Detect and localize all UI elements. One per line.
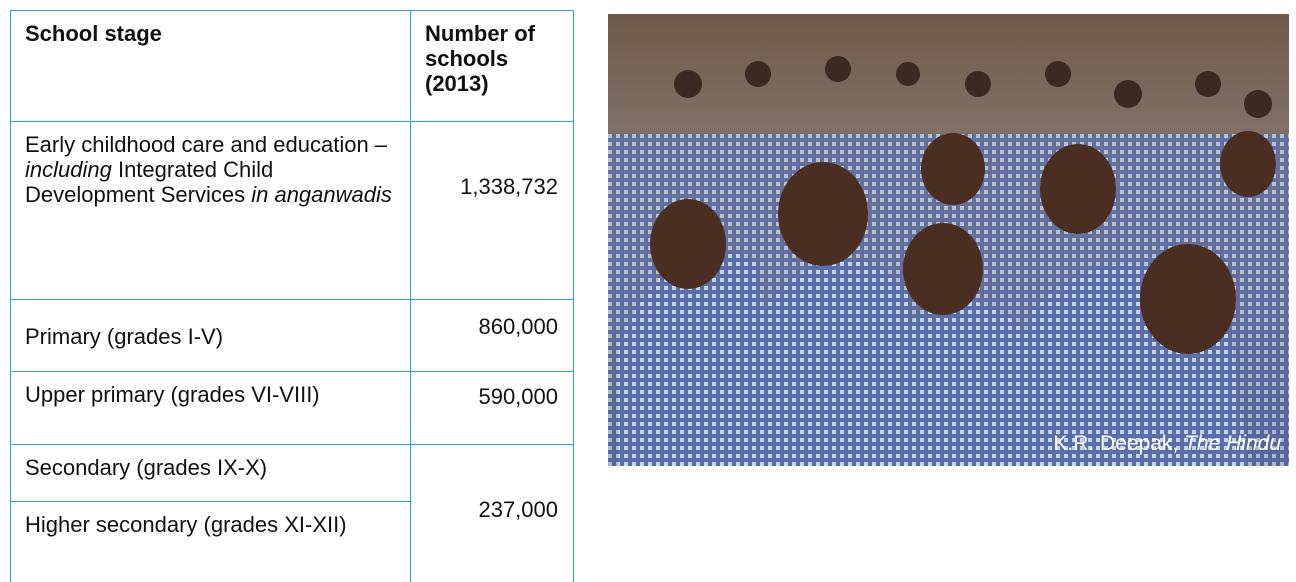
cell: 237,000 [411, 445, 574, 582]
cell: 1,338,732 [411, 122, 574, 300]
cell: 590,000 [411, 372, 574, 445]
row: Primary (grades I-V) 860,000 [11, 300, 574, 372]
cell: Primary (grades I-V) [11, 300, 411, 372]
cell: Higher secondary (grades XI-XII) [11, 502, 411, 582]
cell: 860,000 [411, 300, 574, 372]
cell: Upper primary (grades VI-VIII) [11, 372, 411, 445]
text: including [25, 157, 112, 182]
row: Early childhood care and education – inc… [11, 122, 574, 300]
row: Secondary (grades IX-X) 237,000 [11, 445, 574, 502]
text: Early childhood care and education – [25, 132, 387, 157]
text: in anganwadis [251, 182, 392, 207]
cell: Early childhood care and education – inc… [11, 122, 411, 300]
text: K.R. Deepak, [1053, 432, 1184, 455]
cell: Secondary (grades IX-X) [11, 445, 411, 502]
photo-credit: K.R. Deepak, The Hindu [608, 432, 1281, 456]
text: The Hindu [1184, 432, 1281, 455]
page: School stage Number of schools (2013) Ea… [0, 0, 1296, 578]
row: Upper primary (grades VI-VIII) 590,000 [11, 372, 574, 445]
header-row: School stage Number of schools (2013) [11, 11, 574, 122]
photo [608, 14, 1289, 466]
header-cell: School stage [11, 11, 411, 122]
header-cell: Number of schools (2013) [411, 11, 574, 122]
schools-table: School stage Number of schools (2013) Ea… [10, 10, 574, 582]
